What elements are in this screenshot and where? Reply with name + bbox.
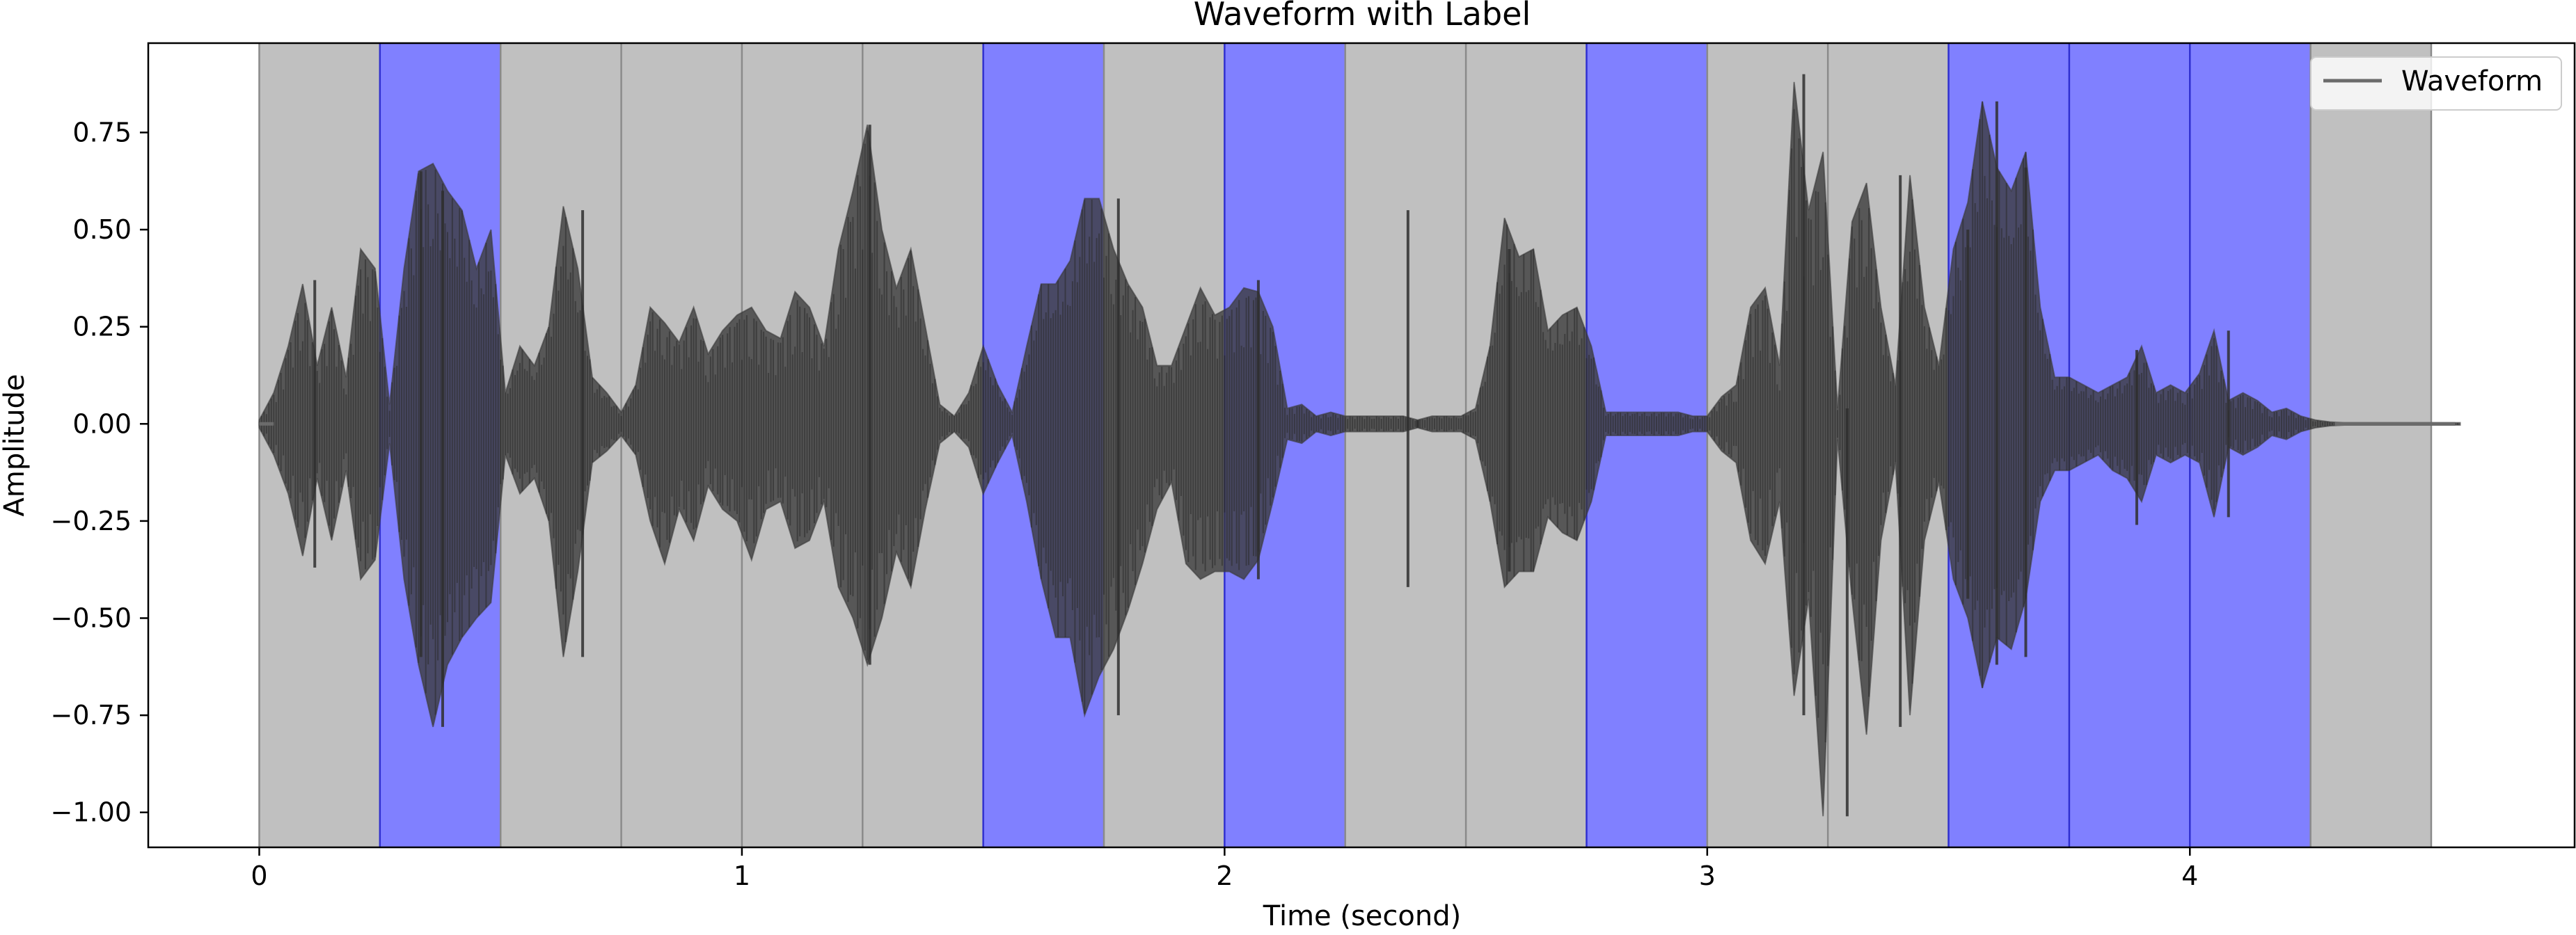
- y-tick-label: 0.00: [72, 408, 132, 439]
- y-tick-label: −0.25: [51, 506, 132, 536]
- x-tick-label: 0: [251, 861, 267, 891]
- x-tick-label: 4: [2181, 861, 2198, 891]
- label-segment-17: [2310, 43, 2431, 847]
- y-tick-label: 0.50: [72, 214, 132, 245]
- y-tick-label: 0.75: [72, 117, 132, 147]
- y-axis-ticks: −1.00 −0.75 −0.50 −0.25 0.00 0.25 0.50 0.75: [51, 117, 148, 828]
- waveform-series: [258, 74, 2461, 817]
- legend-box: [2310, 56, 2562, 111]
- x-tick-label: 2: [1216, 861, 1233, 891]
- legend-entry: Waveform: [2401, 65, 2543, 97]
- chart-title: Waveform with Label: [1194, 0, 1531, 33]
- x-axis-label: Time (second): [1263, 900, 1461, 932]
- label-segment-9: [1345, 43, 1467, 847]
- y-axis-label: Amplitude: [0, 374, 31, 517]
- label-segment-11: [1586, 43, 1707, 847]
- y-tick-label: 0.25: [72, 312, 132, 342]
- y-tick-label: −0.50: [51, 603, 132, 634]
- y-tick-label: −0.75: [51, 700, 132, 730]
- y-tick-label: −1.00: [51, 797, 132, 828]
- x-tick-label: 3: [1699, 861, 1716, 891]
- x-tick-label: 1: [734, 861, 750, 891]
- waveform-strokes: [258, 74, 2459, 817]
- plot-frame: [147, 42, 2576, 849]
- legend: Waveform: [2310, 56, 2562, 111]
- x-axis-ticks: 0 1 2 3 4: [251, 847, 2198, 891]
